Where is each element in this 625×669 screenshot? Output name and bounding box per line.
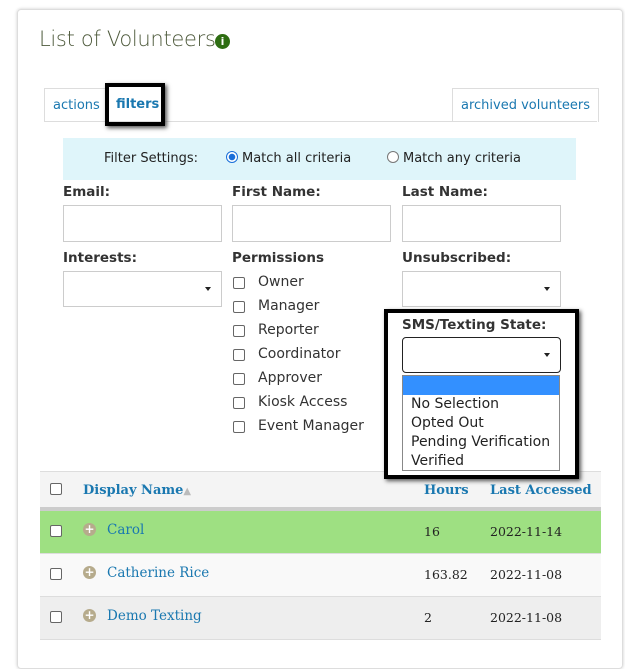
table-row[interactable]: + Carol 16 2022-11-14 — [40, 511, 601, 554]
row-checkbox[interactable] — [50, 568, 62, 580]
last-name-input[interactable] — [402, 205, 561, 242]
hours-header[interactable]: Hours — [424, 483, 469, 498]
permission-label: Reporter — [258, 322, 319, 338]
checkbox[interactable] — [233, 349, 245, 361]
email-input[interactable] — [63, 205, 222, 242]
permission-label: Owner — [258, 274, 304, 290]
chevron-down-icon — [205, 287, 211, 291]
volunteers-table: Display Name▲ Hours Last Accessed + Caro… — [40, 471, 601, 640]
last-accessed-cell: 2022-11-08 — [490, 567, 563, 582]
match-all-label: Match all criteria — [242, 151, 352, 166]
sms-option-opted-out[interactable]: Opted Out — [411, 415, 484, 431]
tab-actions[interactable]: actions — [44, 88, 109, 122]
hours-cell: 16 — [424, 524, 440, 539]
first-name-label: First Name: — [232, 184, 321, 200]
last-accessed-header[interactable]: Last Accessed — [490, 483, 592, 498]
expand-plus-icon[interactable]: + — [83, 565, 96, 579]
sms-state-label: SMS/Texting State: — [402, 317, 547, 333]
page-title: List of Volunteers — [39, 27, 216, 51]
row-checkbox[interactable] — [50, 611, 62, 623]
table-row[interactable]: + Catherine Rice 163.82 2022-11-08 — [40, 554, 601, 597]
checkbox[interactable] — [233, 301, 245, 313]
checkbox[interactable] — [233, 277, 245, 289]
sms-option-no-selection[interactable]: No Selection — [411, 396, 500, 412]
display-name-header[interactable]: Display Name▲ — [83, 483, 191, 498]
expand-plus-icon[interactable]: + — [83, 522, 96, 536]
unsubscribed-label: Unsubscribed: — [402, 250, 512, 266]
tab-filters[interactable]: filters — [106, 88, 170, 122]
filter-settings-bar: Filter Settings: Match all criteria Matc… — [63, 138, 576, 180]
row-checkbox[interactable] — [50, 525, 62, 537]
chevron-down-icon — [544, 353, 550, 357]
display-name-header-label: Display Name — [83, 483, 184, 498]
hours-cell: 163.82 — [424, 567, 468, 582]
sms-option-pending-verification[interactable]: Pending Verification — [411, 434, 551, 450]
permission-label: Event Manager — [258, 418, 364, 434]
highlight-box-filters — [105, 83, 165, 126]
volunteer-name-link[interactable]: Catherine Rice — [107, 565, 210, 581]
filter-settings-label: Filter Settings: — [104, 151, 199, 166]
checkbox[interactable] — [233, 397, 245, 409]
permission-label: Kiosk Access — [258, 394, 348, 410]
volunteer-name-link[interactable]: Demo Texting — [107, 608, 202, 624]
radio-unselected-icon[interactable] — [387, 151, 399, 163]
interests-label: Interests: — [63, 250, 137, 266]
email-label: Email: — [63, 184, 111, 200]
tab-divider — [44, 121, 597, 122]
hours-cell: 2 — [424, 610, 432, 625]
volunteer-name-link[interactable]: Carol — [107, 522, 145, 538]
sort-asc-icon[interactable]: ▲ — [183, 486, 192, 497]
match-all-radio[interactable]: Match all criteria — [226, 151, 351, 166]
sms-option-blank[interactable] — [403, 376, 559, 395]
sms-state-dropdown-list: No Selection Opted Out Pending Verificat… — [402, 375, 560, 471]
match-any-label: Match any criteria — [403, 151, 521, 166]
table-row[interactable]: + Demo Texting 2 2022-11-08 — [40, 597, 601, 640]
radio-selected-icon[interactable] — [226, 151, 238, 163]
checkbox[interactable] — [233, 421, 245, 433]
permission-label: Manager — [258, 298, 320, 314]
expand-plus-icon[interactable]: + — [83, 608, 96, 622]
match-any-radio[interactable]: Match any criteria — [387, 151, 521, 166]
unsubscribed-select[interactable] — [402, 271, 561, 307]
first-name-input[interactable] — [232, 205, 391, 242]
permission-label: Approver — [258, 370, 323, 386]
checkbox[interactable] — [233, 373, 245, 385]
sms-state-select[interactable] — [402, 337, 561, 373]
sms-option-verified[interactable]: Verified — [411, 453, 465, 469]
interests-select[interactable] — [63, 271, 222, 307]
tab-archived-volunteers[interactable]: archived volunteers — [452, 88, 600, 122]
last-accessed-cell: 2022-11-14 — [490, 524, 563, 539]
permission-label: Coordinator — [258, 346, 341, 362]
info-icon[interactable]: i — [215, 34, 230, 49]
permissions-label: Permissions — [232, 250, 325, 266]
checkbox[interactable] — [233, 325, 245, 337]
last-name-label: Last Name: — [402, 184, 488, 200]
select-all-checkbox[interactable] — [50, 483, 62, 495]
chevron-down-icon — [544, 287, 550, 291]
last-accessed-cell: 2022-11-08 — [490, 610, 563, 625]
